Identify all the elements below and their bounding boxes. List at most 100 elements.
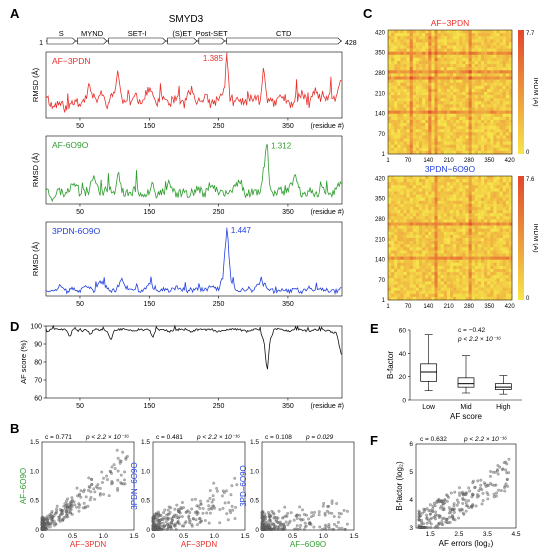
heatmap-cell	[499, 238, 503, 242]
heatmap-cell	[456, 42, 460, 46]
heatmap-cell	[419, 278, 423, 282]
heatmap-cell	[422, 92, 426, 96]
heatmap-cell	[428, 132, 432, 136]
scatter-point	[475, 495, 479, 499]
heatmap-cell	[499, 182, 503, 186]
heatmap-cell	[477, 191, 482, 195]
heatmap-cell	[431, 104, 435, 108]
heatmap-cell	[490, 272, 494, 276]
y-tick-label: 0.5	[250, 498, 259, 505]
heatmap-cell	[502, 95, 507, 99]
heatmap-cell	[493, 70, 497, 74]
heatmap-cell	[459, 207, 463, 211]
heatmap-cell	[443, 129, 448, 133]
heatmap-cell	[400, 82, 404, 87]
heatmap-cell	[434, 76, 438, 80]
heatmap-cell	[443, 194, 448, 198]
heatmap-cell	[446, 281, 451, 285]
heatmap-cell	[493, 253, 497, 257]
scatter-point	[164, 520, 168, 524]
heatmap-cell	[434, 61, 438, 65]
heatmap-cell	[456, 259, 460, 264]
scatter-point	[505, 478, 509, 481]
heatmap-y-tick-label: 210	[375, 237, 386, 243]
heatmap-cell	[428, 197, 432, 202]
heatmap-cell	[428, 110, 432, 114]
y-tick-label: 6	[409, 441, 413, 448]
heatmap-cell	[443, 61, 448, 65]
heatmap-cell	[493, 45, 497, 49]
scatter-point	[167, 505, 171, 509]
heatmap-cell	[481, 207, 485, 211]
heatmap-cell	[394, 48, 398, 52]
heatmap-cell	[403, 293, 407, 298]
heatmap-cell	[502, 126, 507, 130]
heatmap-cell	[431, 234, 435, 239]
heatmap-cell	[496, 51, 500, 56]
heatmap-cell	[412, 82, 417, 87]
heatmap-cell	[400, 36, 404, 40]
heatmap-cell	[487, 70, 491, 74]
colorbar-label: IRDM (Å)	[532, 223, 538, 252]
heatmap-cell	[456, 147, 460, 152]
scatter-point	[198, 506, 202, 510]
scatter-point	[436, 513, 440, 517]
heatmap-cell	[453, 219, 457, 223]
heatmap-cell	[443, 262, 448, 267]
scatter-point	[119, 459, 123, 463]
heatmap-cell	[465, 203, 469, 208]
heatmap-cell	[508, 253, 513, 257]
heatmap-cell	[508, 85, 513, 90]
heatmap-cell	[419, 203, 423, 208]
heatmap-cell	[443, 123, 448, 127]
scatter-point	[301, 518, 305, 522]
heatmap-cell	[403, 64, 407, 68]
heatmap-cell	[450, 113, 454, 118]
heatmap-cell	[481, 54, 485, 59]
heatmap-cell	[406, 203, 410, 208]
heatmap-cell	[481, 85, 485, 90]
heatmap-cell	[502, 256, 507, 260]
heatmap-cell	[425, 48, 429, 52]
heatmap-cell	[400, 247, 404, 251]
x-tick-label: 1.5	[240, 533, 249, 540]
heatmap-cell	[443, 185, 448, 189]
heatmap-cell	[484, 61, 488, 65]
heatmap-cell	[400, 67, 404, 71]
heatmap-cell	[446, 95, 451, 99]
heatmap-cell	[443, 191, 448, 195]
heatmap-cell	[459, 79, 463, 83]
y-tick-label: 5	[409, 469, 413, 476]
heatmap-cell	[425, 57, 429, 62]
scatter-point	[93, 490, 97, 494]
heatmap-cell	[502, 98, 507, 102]
heatmap-cell	[465, 67, 469, 71]
heatmap-cell	[437, 188, 441, 192]
heatmap-cell	[440, 101, 445, 105]
heatmap-cell	[496, 290, 500, 295]
heatmap-cell	[471, 247, 476, 251]
heatmap-cell	[450, 57, 454, 62]
heatmap-cell	[505, 216, 510, 220]
heatmap-cell	[474, 141, 479, 145]
heatmap-cell	[471, 265, 476, 270]
heatmap-cell	[453, 48, 457, 52]
heatmap-cell	[450, 61, 454, 65]
heatmap-cell	[465, 70, 469, 74]
heatmap-cell	[502, 191, 507, 195]
heatmap-cell	[428, 182, 432, 186]
heatmap-cell	[431, 278, 435, 282]
heatmap-cell	[474, 247, 479, 251]
heatmap-cell	[422, 70, 426, 74]
heatmap-cell	[406, 48, 410, 52]
scatter-point	[156, 510, 160, 514]
heatmap-cell	[391, 281, 395, 285]
scatter-point	[323, 523, 327, 527]
heatmap-cell	[499, 33, 503, 37]
heatmap-cell	[428, 241, 432, 245]
heatmap-cell	[437, 247, 441, 251]
scatter-point	[65, 502, 69, 506]
heatmap-cell	[391, 250, 395, 254]
heatmap-cell	[428, 216, 432, 220]
heatmap-cell	[403, 185, 407, 189]
